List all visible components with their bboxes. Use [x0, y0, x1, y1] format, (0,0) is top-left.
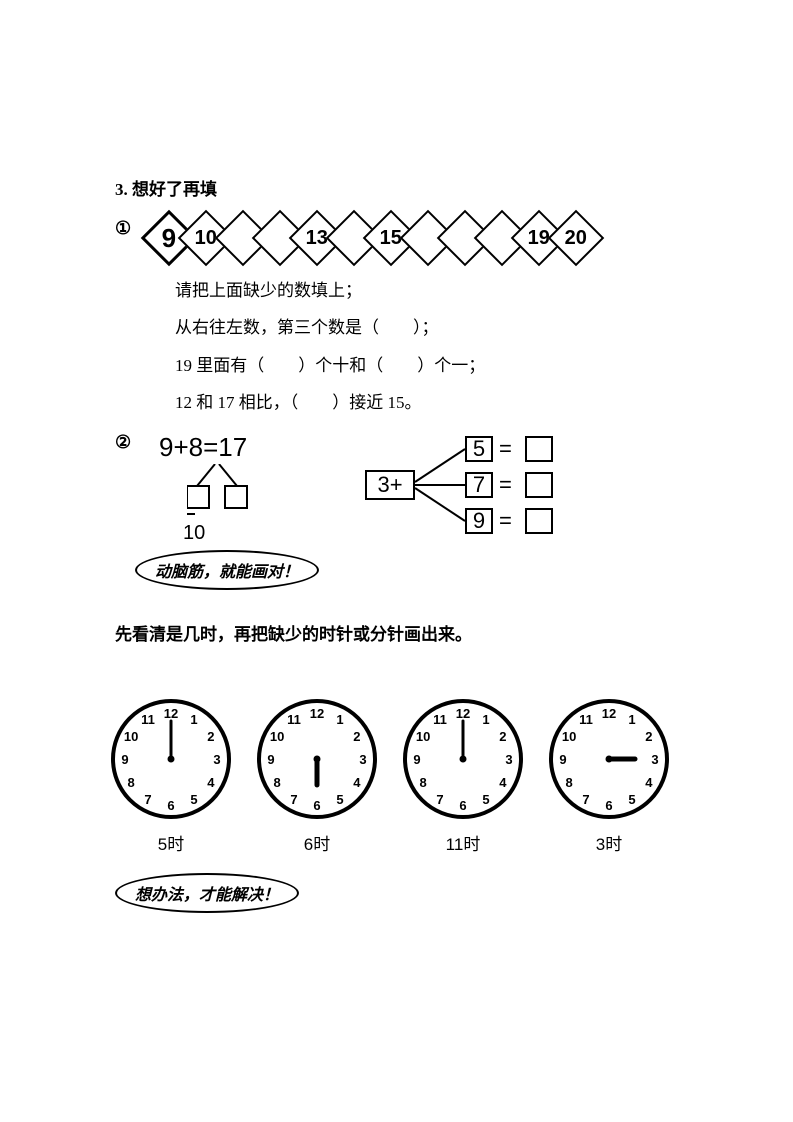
box-3plus: 3+: [365, 470, 415, 500]
clocks-row: 121234567891011 5时 121234567891011 6时 12…: [107, 695, 683, 855]
decomp-svg: [187, 464, 297, 522]
question-2: ② 9+8=17 10 3+ 5 7 9 = = =: [115, 432, 683, 542]
q2-marker: ②: [115, 432, 135, 453]
svg-text:3: 3: [651, 752, 658, 767]
svg-text:1: 1: [190, 712, 197, 727]
clock-1: 12 12 3 45 6 789 1011 6时: [253, 695, 381, 855]
svg-text:11: 11: [433, 712, 447, 727]
svg-text:1: 1: [482, 712, 489, 727]
svg-text:2: 2: [645, 729, 652, 744]
q1-line-3: 12 和 17 相比，（ ）接近 15。: [175, 384, 683, 421]
svg-text:6: 6: [167, 798, 174, 813]
svg-text:10: 10: [270, 729, 284, 744]
svg-text:12: 12: [456, 706, 470, 721]
q1-line-1: 从右往左数，第三个数是（ ）；: [175, 309, 683, 346]
equals-5: =: [499, 436, 512, 462]
svg-text:10: 10: [416, 729, 430, 744]
hint-banner-2: 想办法，才能解决！: [115, 873, 299, 913]
decomposition-diagram: 9+8=17 10: [145, 432, 325, 542]
svg-text:10: 10: [562, 729, 576, 744]
svg-text:6: 6: [313, 798, 320, 813]
section-title: 3. 想好了再填: [115, 175, 683, 200]
q1-marker: ①: [115, 218, 135, 239]
svg-text:8: 8: [128, 775, 135, 790]
q1-line-2: 19 里面有（ ）个十和（ ）个一；: [175, 347, 683, 384]
clock-3: 12 12 3 45 6 789 1011 3时: [545, 695, 673, 855]
svg-text:8: 8: [420, 775, 427, 790]
svg-text:10: 10: [124, 729, 138, 744]
svg-text:4: 4: [645, 775, 653, 790]
clock-face-2: 12 12 3 45 6 789 1011: [399, 695, 527, 823]
q1-line-0: 请把上面缺少的数填上；: [175, 272, 683, 309]
svg-text:3: 3: [213, 752, 220, 767]
svg-text:9: 9: [559, 752, 566, 767]
svg-text:9: 9: [267, 752, 274, 767]
box-9: 9: [465, 508, 493, 534]
answer-box-5: [525, 436, 553, 462]
box-5: 5: [465, 436, 493, 462]
svg-text:3: 3: [359, 752, 366, 767]
svg-text:5: 5: [628, 791, 635, 806]
svg-text:2: 2: [353, 729, 360, 744]
clock-face-0: 12 12 3 45 6 789 1011: [107, 695, 235, 823]
svg-text:5: 5: [482, 791, 489, 806]
svg-text:11: 11: [579, 712, 593, 727]
svg-text:2: 2: [207, 729, 214, 744]
box-7: 7: [465, 472, 493, 498]
svg-text:6: 6: [459, 798, 466, 813]
svg-text:3: 3: [505, 752, 512, 767]
svg-text:2: 2: [499, 729, 506, 744]
clock-instruction: 先看清是几时，再把缺少的时针或分针画出来。: [115, 620, 683, 645]
clock-0: 12 12 3 45 6 789 1011 5时: [107, 695, 235, 855]
diamond-11: 20: [548, 210, 605, 267]
equals-9: =: [499, 508, 512, 534]
svg-text:9: 9: [413, 752, 420, 767]
clock-label-1: 6时: [253, 830, 381, 855]
clock-2: 12 12 3 45 6 789 1011 11时: [399, 695, 527, 855]
svg-text:12: 12: [602, 706, 616, 721]
hint-banner-1: 动脑筋，就能画对！: [135, 550, 319, 590]
answer-box-9: [525, 508, 553, 534]
q1-sublines: 请把上面缺少的数填上；从右往左数，第三个数是（ ）；19 里面有（ ）个十和（ …: [175, 272, 683, 422]
svg-text:11: 11: [287, 712, 301, 727]
clock-label-2: 11时: [399, 830, 527, 855]
branch-diagram: 3+ 5 7 9 = = =: [365, 432, 595, 542]
diamond-strip: 91013151920: [149, 218, 593, 258]
svg-text:1: 1: [628, 712, 635, 727]
svg-text:7: 7: [436, 791, 443, 806]
svg-text:4: 4: [353, 775, 361, 790]
svg-text:1: 1: [336, 712, 343, 727]
equation-text: 9+8=17: [159, 432, 247, 463]
svg-text:4: 4: [499, 775, 507, 790]
svg-text:7: 7: [290, 791, 297, 806]
svg-text:11: 11: [141, 712, 155, 727]
clock-label-3: 3时: [545, 830, 673, 855]
ten-label: 10: [183, 522, 205, 545]
svg-text:5: 5: [190, 791, 197, 806]
clock-face-3: 12 12 3 45 6 789 1011: [545, 695, 673, 823]
svg-text:8: 8: [274, 775, 281, 790]
svg-text:12: 12: [310, 706, 324, 721]
clock-label-0: 5时: [107, 830, 235, 855]
svg-text:12: 12: [164, 706, 178, 721]
svg-text:6: 6: [605, 798, 612, 813]
svg-text:5: 5: [336, 791, 343, 806]
svg-text:7: 7: [582, 791, 589, 806]
svg-text:4: 4: [207, 775, 215, 790]
clock-face-1: 12 12 3 45 6 789 1011: [253, 695, 381, 823]
svg-text:9: 9: [121, 752, 128, 767]
answer-box-7: [525, 472, 553, 498]
equals-7: =: [499, 472, 512, 498]
svg-text:8: 8: [566, 775, 573, 790]
svg-text:7: 7: [144, 791, 151, 806]
question-1: ① 91013151920: [115, 218, 683, 258]
